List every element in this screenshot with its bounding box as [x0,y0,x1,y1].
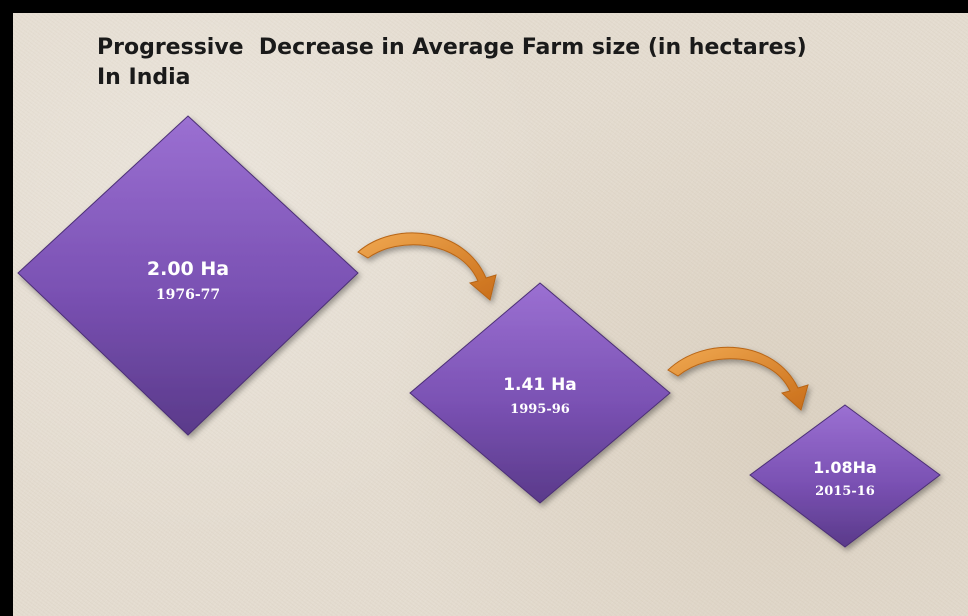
diamond-shape [17,115,359,436]
diamond-period: 1976-77 [156,287,220,303]
diamond-value: 1.08Ha [813,458,877,477]
diamond-shape [749,404,941,548]
diamond-shape [409,282,671,504]
title-line-1: Progressive Decrease in Average Farm siz… [97,35,807,60]
diamond-value: 2.00 Ha [147,258,229,280]
diamond-step-3: 1.08Ha 2015-16 [749,404,941,548]
diamond-step-2: 1.41 Ha 1995-96 [409,282,671,504]
diamond-period: 2015-16 [815,484,875,499]
diamond-value: 1.41 Ha [503,375,577,395]
title-line-2: In India [97,65,191,90]
curved-arrow-icon [667,346,809,411]
diamond-period: 1995-96 [510,402,570,417]
curved-arrow-icon [357,232,497,301]
diamond-step-1: 2.00 Ha 1976-77 [17,115,359,436]
slide-title: Progressive Decrease in Average Farm siz… [97,33,807,93]
slide-canvas: Progressive Decrease in Average Farm siz… [13,13,968,616]
